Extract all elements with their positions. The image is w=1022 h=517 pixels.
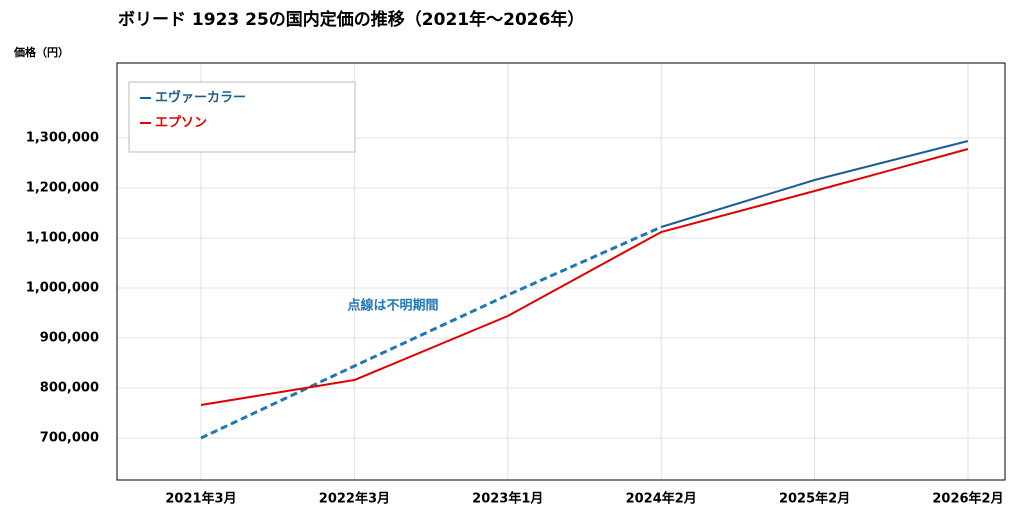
annotation: 点線は不明期間 <box>347 298 438 314</box>
series-line <box>200 148 969 406</box>
y-tick-label: 700,000 <box>40 431 99 446</box>
plot-frame <box>116 62 1006 481</box>
x-tick-label: 2022年3月 <box>319 491 390 507</box>
y-tick-label: 1,000,000 <box>26 281 99 296</box>
y-tick-label: 1,200,000 <box>26 181 99 196</box>
y-axis-label: 価格（円） <box>13 45 69 59</box>
x-tick-label: 2026年2月 <box>932 491 1003 507</box>
legend-box <box>128 81 356 153</box>
series-line <box>200 225 662 440</box>
legend-label: エプソン <box>155 116 207 131</box>
y-tick-label: 800,000 <box>40 381 99 396</box>
chart-title: ボリード 1923 25の国内定価の推移（2021年～2026年） <box>118 9 584 30</box>
x-tick-label: 2025年2月 <box>779 491 850 507</box>
y-tick-label: 1,100,000 <box>26 231 99 246</box>
y-tick-label: 1,300,000 <box>26 131 99 146</box>
x-tick-label: 2024年2月 <box>626 491 697 507</box>
legend-label: エヴァーカラー <box>155 90 246 106</box>
x-tick-label: 2021年3月 <box>165 491 236 507</box>
series-line <box>660 140 969 228</box>
grid <box>117 63 1005 480</box>
y-tick-label: 900,000 <box>40 331 99 346</box>
x-tick-label: 2023年1月 <box>472 491 543 507</box>
